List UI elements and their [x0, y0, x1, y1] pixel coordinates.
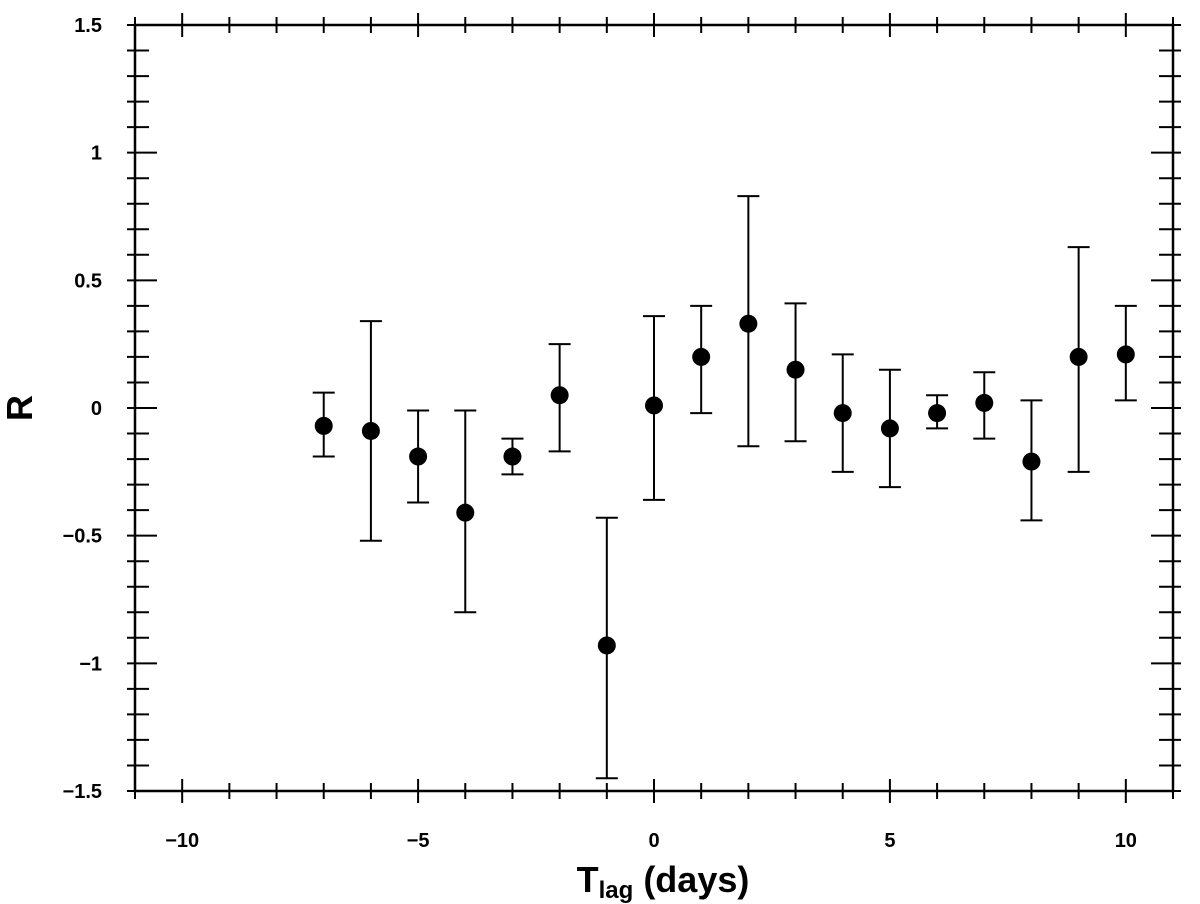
data-point: [739, 314, 758, 333]
data-point: [456, 503, 475, 522]
axis-ticks: [127, 13, 1181, 803]
x-axis-title: Tlag (days): [577, 859, 750, 904]
y-tick-label: 1.5: [74, 15, 102, 37]
x-tick-label: −5: [407, 830, 430, 852]
data-point: [550, 386, 569, 405]
y-tick-label: −1: [79, 653, 102, 675]
data-point: [361, 421, 380, 440]
data-point: [975, 393, 994, 412]
data-point: [597, 636, 616, 655]
data-point: [314, 416, 333, 435]
y-tick-label: −1.5: [63, 781, 102, 803]
y-tick-label: 0: [91, 398, 102, 420]
data-point: [833, 404, 852, 423]
x-tick-labels: −10 −5 0 5 10: [165, 830, 1137, 852]
data-point: [692, 347, 711, 366]
y-tick-label: −0.5: [63, 526, 102, 548]
x-tick-label: 10: [1115, 830, 1137, 852]
data-point: [503, 447, 522, 466]
data-point: [1022, 452, 1041, 471]
x-tick-label: 5: [884, 830, 895, 852]
data-point: [928, 404, 947, 423]
x-tick-label: −10: [165, 830, 199, 852]
data-point: [880, 419, 899, 438]
y-tick-labels: 1.5 1 0.5 0 −0.5 −1 −1.5: [63, 15, 102, 803]
error-bars: [312, 195, 1137, 780]
data-point: [645, 396, 663, 415]
y-tick-label: 0.5: [74, 270, 102, 292]
y-tick-label: 1: [91, 143, 102, 165]
y-axis-title: R: [0, 395, 40, 421]
x-tick-label: 0: [648, 830, 659, 852]
data-points: [314, 314, 1135, 655]
data-point: [786, 360, 805, 379]
data-point: [409, 447, 428, 466]
data-point: [1116, 345, 1135, 364]
data-point: [1069, 347, 1088, 366]
